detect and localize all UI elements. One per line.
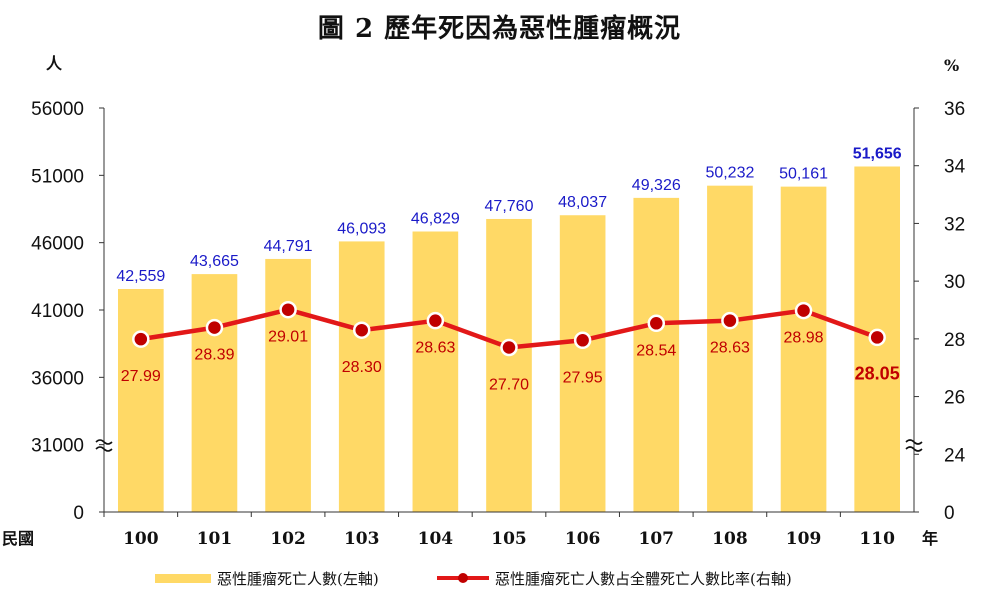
left-tick-label: 46000	[31, 234, 84, 255]
bar-value-label-108: 50,232	[705, 165, 754, 182]
rate-point-103	[352, 321, 371, 339]
right-axis-unit: %	[944, 56, 960, 75]
rate-point-108	[721, 311, 739, 330]
bar-105	[486, 218, 532, 512]
rate-value-label-103: 28.30	[342, 359, 382, 376]
rate-value-label-102: 29.01	[268, 329, 308, 346]
right-tick-label: 24	[944, 445, 966, 466]
rate-point-101	[205, 318, 224, 337]
rate-value-label-110: 28.05	[855, 363, 900, 383]
rate-value-label-105: 27.70	[489, 377, 529, 394]
rate-value-label-108: 28.63	[710, 340, 750, 357]
bar-106	[559, 215, 606, 513]
bar-108	[707, 185, 753, 513]
rate-point-109	[794, 301, 813, 320]
right-tick-label: 30	[944, 272, 965, 293]
bar-value-label-106: 48,037	[558, 194, 607, 211]
legend-bar-label: 惡性腫瘤死亡人數(左軸)	[217, 569, 379, 588]
left-axis-unit: 人	[46, 54, 63, 73]
legend-line-label: 惡性腫瘤死亡人數占全體死亡人數比率(右軸)	[495, 569, 792, 588]
x-tick-label: 106	[565, 529, 601, 549]
right-tick-label: 36	[944, 99, 965, 120]
right-tick-label: 32	[944, 214, 965, 235]
x-tick-label: 105	[491, 529, 527, 549]
bar-value-label-101: 43,665	[190, 253, 239, 270]
x-tick-label: 102	[270, 529, 306, 549]
right-tick-label: 26	[944, 388, 965, 409]
left-tick-label: 41000	[31, 301, 84, 322]
legend-item-bar: 惡性腫瘤死亡人數(左軸)	[155, 566, 379, 590]
x-axis-prefix: 民國	[2, 529, 34, 548]
x-tick-label: 109	[786, 529, 822, 549]
x-tick-label: 100	[123, 529, 159, 549]
bar-value-label-105: 47,760	[485, 198, 534, 215]
rate-value-label-101: 28.39	[194, 347, 234, 364]
bar-101	[191, 274, 238, 512]
x-tick-label: 104	[418, 529, 454, 549]
right-tick-label: 34	[944, 157, 966, 178]
rate-value-label-109: 28.98	[784, 330, 824, 347]
x-tick-label: 107	[639, 529, 675, 549]
x-tick-label: 108	[712, 529, 748, 549]
rate-point-110	[868, 328, 886, 347]
left-axis-break-icon	[95, 439, 113, 452]
bar-100	[117, 289, 164, 512]
left-tick-label: 0	[73, 503, 84, 524]
rate-point-100	[132, 330, 150, 348]
right-tick-label: 28	[944, 330, 965, 351]
right-axis-break-icon	[905, 439, 923, 452]
legend-line-swatch	[437, 566, 489, 590]
left-tick-label: 56000	[31, 99, 84, 120]
legend-bar-swatch	[155, 573, 211, 583]
chart-legend: 惡性腫瘤死亡人數(左軸) 惡性腫瘤死亡人數占全體死亡人數比率(右軸)	[0, 566, 999, 590]
rate-value-label-104: 28.63	[415, 340, 455, 357]
bar-value-label-104: 46,829	[411, 211, 460, 228]
bar-value-label-102: 44,791	[264, 238, 313, 255]
chart-canvas: 42,559 43,665 44,791 46,093 46,829 47,760 48,0…	[2, 99, 966, 549]
left-tick-label: 51000	[31, 166, 84, 187]
bar-107	[633, 197, 680, 512]
x-tick-label: 103	[344, 529, 380, 549]
bar-value-label-109: 50,161	[779, 166, 828, 183]
rate-point-105	[500, 338, 518, 357]
x-axis-suffix: 年	[922, 529, 938, 548]
rate-point-106	[573, 331, 592, 350]
legend-item-line: 惡性腫瘤死亡人數占全體死亡人數比率(右軸)	[437, 566, 792, 590]
bar-102	[265, 258, 311, 512]
rate-value-label-107: 28.54	[636, 342, 676, 359]
bar-value-label-100: 42,559	[116, 268, 165, 285]
bar-103	[338, 241, 385, 513]
bar-104	[412, 231, 459, 512]
x-tick-label: 101	[197, 529, 233, 549]
rate-point-102	[279, 300, 297, 319]
bar-value-label-110: 51,656	[853, 145, 902, 162]
rate-point-104	[426, 311, 445, 330]
x-tick-label: 110	[859, 529, 895, 549]
left-tick-label: 36000	[31, 368, 84, 389]
rate-value-label-106: 27.95	[563, 369, 603, 386]
bar-value-label-107: 49,326	[632, 177, 681, 194]
left-tick-label: 31000	[31, 436, 84, 457]
chart-title: 圖 2 歷年死因為惡性腫瘤概況	[317, 14, 682, 44]
bar-value-label-103: 46,093	[337, 220, 386, 237]
rate-value-label-100: 27.99	[121, 368, 161, 385]
bar-109	[780, 186, 827, 512]
right-tick-label: 0	[944, 503, 955, 524]
rate-point-107	[647, 314, 666, 333]
